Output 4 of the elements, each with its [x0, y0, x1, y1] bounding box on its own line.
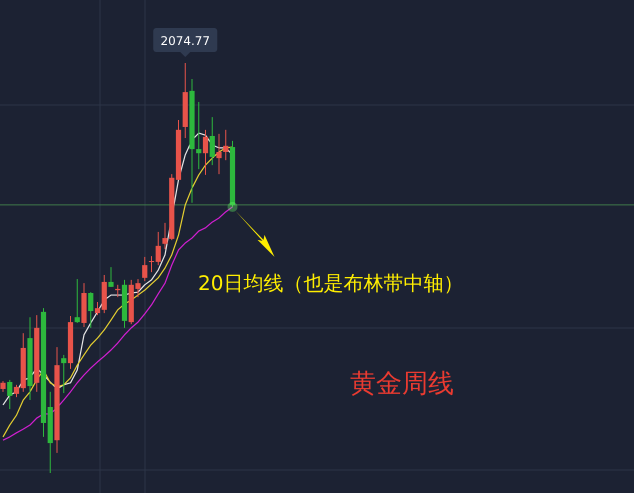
text: 黄金周线 [350, 369, 454, 399]
price-label: 2074.77 [153, 28, 218, 57]
annotation: 20日均线（也是布林带中轴） [198, 270, 464, 295]
annotation: 2074.77 [160, 34, 210, 48]
